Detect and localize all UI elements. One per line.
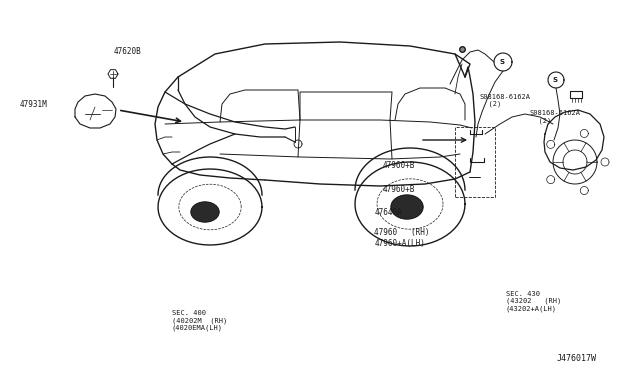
Text: S08168-6162A
  (2): S08168-6162A (2) <box>530 110 581 124</box>
Circle shape <box>459 172 469 182</box>
Text: 47640A: 47640A <box>374 208 402 217</box>
Text: SEC. 430
(43202   (RH)
(43202+A(LH): SEC. 430 (43202 (RH) (43202+A(LH) <box>506 291 561 312</box>
Polygon shape <box>391 195 423 219</box>
Text: 47620B: 47620B <box>114 47 141 56</box>
Text: 47931M: 47931M <box>19 100 47 109</box>
Text: 47960+B: 47960+B <box>383 161 415 170</box>
Text: 47960   (RH)
47960+A(LH): 47960 (RH) 47960+A(LH) <box>374 228 430 248</box>
Text: 47960+B: 47960+B <box>383 185 415 194</box>
Text: S: S <box>499 59 504 65</box>
Polygon shape <box>191 202 219 222</box>
Text: J476017W: J476017W <box>557 355 596 363</box>
Text: S: S <box>552 77 557 83</box>
Text: SEC. 400
(40202M  (RH)
(4020EMA(LH): SEC. 400 (40202M (RH) (4020EMA(LH) <box>172 310 227 331</box>
Text: S08168-6162A
  (2): S08168-6162A (2) <box>480 94 531 107</box>
